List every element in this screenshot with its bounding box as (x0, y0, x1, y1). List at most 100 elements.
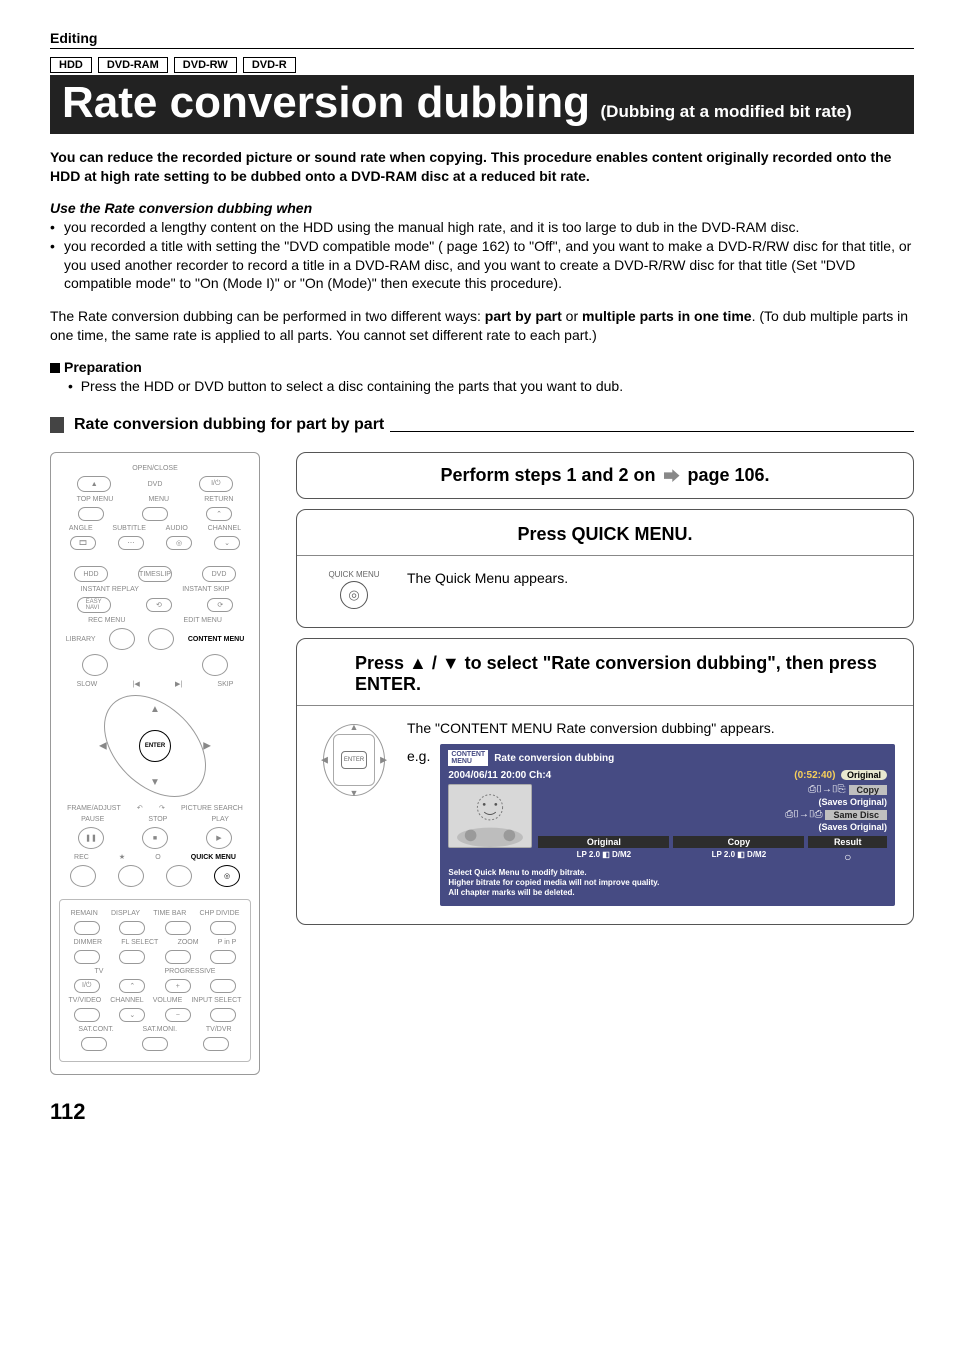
remote-label: SAT.CONT. (78, 1026, 113, 1033)
remote-lower-panel: REMAINDISPLAYTIME BARCHP DIVIDE DIMMERFL… (59, 899, 251, 1062)
remote-label: DVD (148, 481, 163, 488)
format-badges: HDD DVD-RAM DVD-RW DVD-R (50, 57, 914, 73)
step-text: The Quick Menu appears. (407, 570, 895, 586)
step-title: Press ▲ / ▼ to select "Rate conversion d… (315, 653, 895, 695)
text: All chapter marks will be deleted. (448, 888, 887, 898)
remote-button: ⌃ (119, 979, 145, 993)
step-icon-area: ▲ ▼ ◀ ▶ ENTER (315, 720, 393, 800)
osd-col-result: Result ○ (808, 836, 887, 864)
step-text: The "CONTENT MENU Rate conversion dubbin… (407, 720, 895, 736)
right-arrow-icon: ▶ (380, 755, 387, 766)
remote-button (74, 950, 100, 964)
remote-label: LIBRARY (66, 636, 96, 643)
remote-button: ⋯ (118, 536, 144, 550)
remote-label: INSTANT SKIP (182, 586, 229, 593)
remote-label: REC MENU (88, 617, 125, 624)
text-bold: part by part (485, 308, 562, 324)
remote-button (119, 921, 145, 935)
remote-dpad: ▲ ▼ ◀ ▶ ENTER (85, 696, 225, 796)
remote-button (166, 865, 192, 887)
format-badge: DVD-R (243, 57, 296, 73)
step-text-block: The "CONTENT MENU Rate conversion dubbin… (407, 720, 895, 906)
remote-label: CHP DIVIDE (199, 910, 239, 917)
list-item: • you recorded a lengthy content on the … (50, 218, 914, 237)
list-item: • you recorded a title with setting the … (50, 237, 914, 294)
subsection-heading: Rate conversion dubbing for part by part (50, 416, 914, 434)
step-box-3: Press ▲ / ▼ to select "Rate conversion d… (296, 638, 914, 925)
remote-button (118, 865, 144, 887)
osd-col-head: Copy (673, 836, 804, 848)
easynavi-button: EASY NAVI (77, 597, 111, 613)
down-arrow-icon: ▼ (350, 788, 359, 798)
text: Press the HDD or DVD button to select a … (81, 378, 623, 394)
page-number: 112 (50, 1099, 914, 1125)
pageref-arrow-icon (664, 468, 680, 484)
enter-dpad-icon: ▲ ▼ ◀ ▶ ENTER (319, 720, 389, 800)
bullet: • (50, 218, 64, 237)
remote-button (82, 654, 108, 676)
remote-button (203, 1037, 229, 1051)
remote-label: TIME BAR (153, 910, 186, 917)
list-text: you recorded a lengthy content on the HD… (64, 218, 914, 237)
square-icon (50, 363, 60, 373)
play-button: ▶ (206, 827, 232, 849)
text: or (562, 308, 582, 324)
left-arrow-icon: ◀ (99, 741, 107, 752)
stop-button: ■ (142, 827, 168, 849)
osd-col-val: LP 2.0 ◧ D/M2 (538, 848, 669, 859)
remote-button: − (165, 1008, 191, 1022)
step-icon-area: QUICK MENU ◎ (315, 570, 393, 609)
remote-label: FRAME/ADJUST (67, 805, 121, 812)
remote-button (148, 628, 174, 650)
subsection-title: Rate conversion dubbing for part by part (74, 416, 384, 434)
osd-thumbnail (448, 784, 532, 848)
remote-label: ZOOM (178, 939, 199, 946)
step-title: Press QUICK MENU. (315, 524, 895, 545)
up-arrow-icon: ▲ (150, 704, 160, 715)
format-badge: HDD (50, 57, 92, 73)
osd-time: (0:52:40) (794, 770, 835, 781)
remote-button: ⌃ (206, 507, 232, 521)
osd-col-val: LP 2.0 ◧ D/M2 (673, 848, 804, 859)
remote-button (142, 507, 168, 521)
power-icon: I/⏻ (74, 979, 100, 993)
right-arrow-icon: ▶ (203, 741, 211, 752)
page-title-band: Rate conversion dubbing (Dubbing at a mo… (50, 75, 914, 134)
osd-title: Rate conversion dubbing (494, 753, 614, 764)
power-icon: I/⏻ (199, 476, 233, 492)
remote-label: INSTANT REPLAY (81, 586, 139, 593)
osd-glyphs: ⎙▯→▯⎙ (785, 809, 821, 820)
remote-label: P in P (218, 939, 237, 946)
remote-label: SLOW (77, 681, 98, 688)
remote-label: ★ (119, 853, 125, 861)
remote-label: CHANNEL (110, 997, 143, 1004)
up-arrow-icon: ▲ (350, 722, 359, 732)
remote-label: O (155, 854, 160, 861)
osd-col-original: Original LP 2.0 ◧ D/M2 (538, 836, 669, 864)
remote-label: ANGLE (69, 525, 93, 532)
remote-label: TV (95, 968, 104, 975)
text: Preparation (64, 359, 142, 375)
remote-label: CHANNEL (208, 525, 241, 532)
remote-label: DISPLAY (111, 910, 140, 917)
osd-dateline: 2004/06/11 20:00 Ch:4 (448, 770, 551, 781)
eject-icon: ▲ (77, 476, 111, 492)
remote-button (210, 979, 236, 993)
page-title: Rate conversion dubbing (62, 78, 590, 127)
remote-label: EDIT MENU (184, 617, 222, 624)
remote-button: ⟲ (146, 598, 172, 612)
remote-button (81, 1037, 107, 1051)
remote-label: SKIP (217, 681, 233, 688)
osd-logo: CONTENT MENU (448, 750, 488, 766)
step-box-2: Press QUICK MENU. QUICK MENU ◎ The Quick… (296, 509, 914, 628)
remote-button (210, 1008, 236, 1022)
enter-label: ENTER (341, 751, 367, 769)
remote-control-diagram: OPEN/CLOSE ▲ DVD I/⏻ TOP MENUMENURETURN … (50, 452, 260, 1075)
remote-label: CONTENT MENU (188, 636, 244, 643)
osd-col-head: Result (808, 836, 887, 848)
remote-label: PLAY (212, 816, 229, 823)
remote-button (70, 865, 96, 887)
paragraph: The Rate conversion dubbing can be perfo… (50, 307, 914, 345)
section-label: Editing (50, 30, 914, 49)
format-badge: DVD-RAM (98, 57, 168, 73)
